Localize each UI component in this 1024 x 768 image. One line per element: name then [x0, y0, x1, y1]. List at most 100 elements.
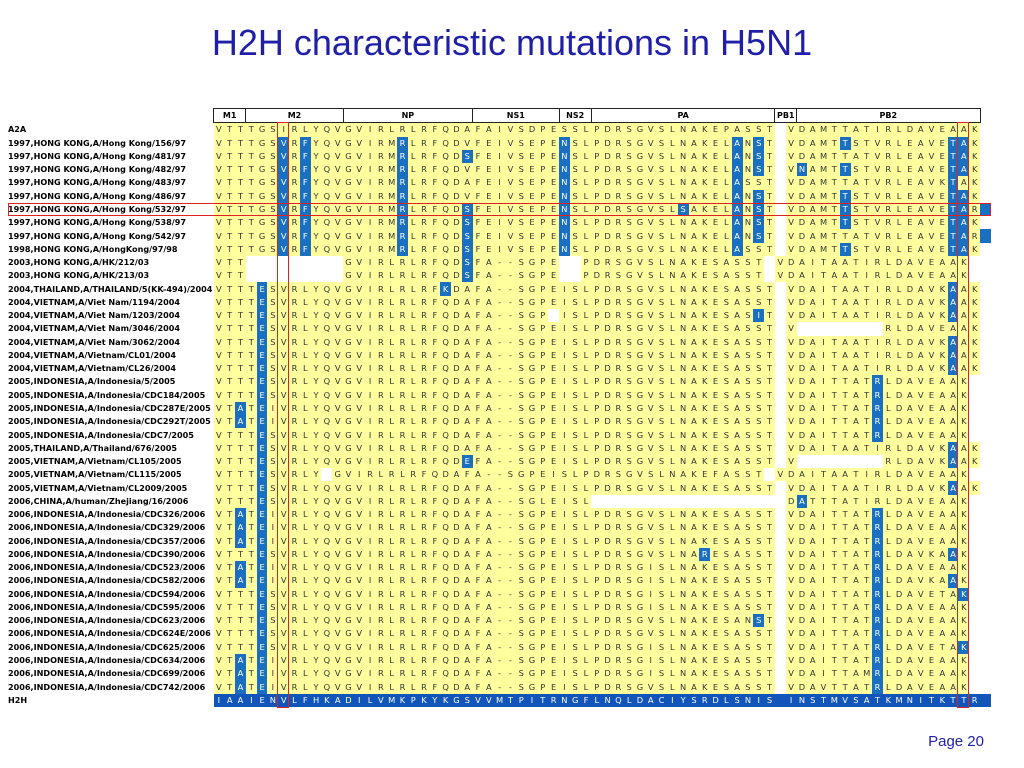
residue-cell: I [364, 308, 376, 323]
residue-cell: I [494, 202, 506, 217]
residue-cell: F [429, 269, 441, 283]
residue-cell: F [429, 163, 441, 177]
residue-cell: A [947, 282, 959, 296]
residue-cell: L [299, 348, 311, 363]
residue-cell [774, 149, 786, 164]
residue-cell: V [645, 534, 657, 548]
residue-cell: T [245, 202, 257, 217]
residue-cell: T [764, 680, 775, 694]
residue-cell: R [418, 176, 430, 190]
residue-cell: T [839, 388, 851, 402]
residue-cell: S [569, 547, 581, 562]
residue-cell: D [893, 547, 905, 562]
residue-cell: V [915, 574, 927, 588]
residue-cell: L [656, 468, 667, 482]
residue-cell: I [364, 627, 376, 641]
residue-cell: T [839, 587, 851, 601]
residue-cell: V [785, 614, 797, 628]
residue-cell: P [591, 587, 603, 601]
residue-cell [839, 454, 851, 469]
residue-cell: A [461, 627, 473, 641]
residue-cell: T [245, 521, 257, 535]
residue-cell: P [537, 163, 549, 177]
residue-cell: P [591, 189, 603, 203]
residue-cell: S [753, 441, 765, 455]
residue-cell: P [591, 627, 603, 641]
residue-cell: V [645, 481, 657, 495]
residue-cell: L [580, 627, 592, 641]
residue-cell: A [947, 401, 959, 416]
residue-cell: L [882, 428, 894, 442]
residue-cell: A [688, 614, 700, 628]
residue-cell: R [612, 282, 624, 296]
residue-cell: - [494, 547, 506, 562]
residue-cell: Y [310, 640, 322, 654]
residue-cell: L [882, 667, 894, 681]
residue-cell: A [688, 627, 700, 641]
residue-cell [980, 308, 991, 323]
residue-cell: E [483, 202, 495, 217]
residue-cell: D [343, 693, 354, 707]
residue-cell: L [407, 308, 419, 323]
residue-cell: N [677, 216, 689, 230]
residue-cell: Q [612, 693, 624, 707]
residue-cell: S [656, 176, 667, 190]
residue-cell: Q [440, 587, 452, 601]
residue-cell: V [785, 521, 797, 535]
residue-cell: S [267, 428, 279, 442]
residue-cell: E [926, 521, 937, 535]
residue-cell: D [893, 521, 905, 535]
residue-cell: K [969, 189, 981, 203]
residue-cell: A [461, 614, 473, 628]
residue-cell: I [818, 335, 829, 349]
residue-cell [774, 176, 786, 190]
residue-cell: T [764, 547, 775, 562]
residue-cell: F [429, 415, 441, 429]
residue-cell: A [483, 122, 495, 137]
residue-cell: L [720, 216, 732, 230]
residue-cell: I [818, 547, 829, 562]
residue-cell: A [915, 122, 927, 137]
residue-cell: D [893, 614, 905, 628]
residue-cell: R [612, 388, 624, 402]
residue-cell: E [936, 189, 948, 203]
residue-cell: A [807, 362, 819, 376]
residue-cell: N [677, 507, 689, 522]
residue-cell: A [731, 441, 743, 455]
residue-cell: A [947, 454, 959, 469]
strain-row: 2005,VIETNAM,A/Vietnam/CL2009/2005 V T T T E S… [8, 481, 991, 495]
residue-cell: L [299, 441, 311, 455]
residue-cell: K [969, 163, 981, 177]
residue-cell: S [267, 600, 279, 615]
residue-cell: Q [440, 122, 452, 137]
residue-cell: N [559, 163, 570, 177]
residue-cell: D [451, 348, 462, 363]
residue-cell: V [915, 388, 927, 402]
residue-cell: A [850, 547, 862, 562]
residue-cell: D [451, 587, 462, 601]
residue-cell: E [256, 574, 268, 588]
residue-cell: A [850, 401, 862, 416]
residue-cell: S [753, 282, 765, 296]
residue-cell: K [969, 308, 981, 323]
residue-cell: S [569, 335, 581, 349]
residue-cell: N [677, 163, 689, 177]
residue-cell: R [375, 375, 387, 389]
residue-cell: F [429, 574, 441, 588]
residue-cell: V [353, 362, 365, 376]
residue-cell: T [839, 375, 851, 389]
residue-cell: A [461, 600, 473, 615]
residue-cell: A [904, 627, 916, 641]
residue-cell: L [407, 415, 419, 429]
residue-cell [828, 322, 840, 336]
residue-cell: A [677, 269, 689, 283]
residue-cell: R [872, 653, 883, 668]
residue-cell: D [796, 614, 808, 628]
residue-cell: T [245, 574, 257, 588]
residue-cell: S [753, 322, 765, 336]
residue-cell: - [505, 401, 516, 416]
residue-cell: L [386, 640, 398, 654]
residue-cell: N [742, 202, 754, 217]
residue-cell: A [235, 534, 246, 548]
residue-cell: M [818, 216, 829, 230]
